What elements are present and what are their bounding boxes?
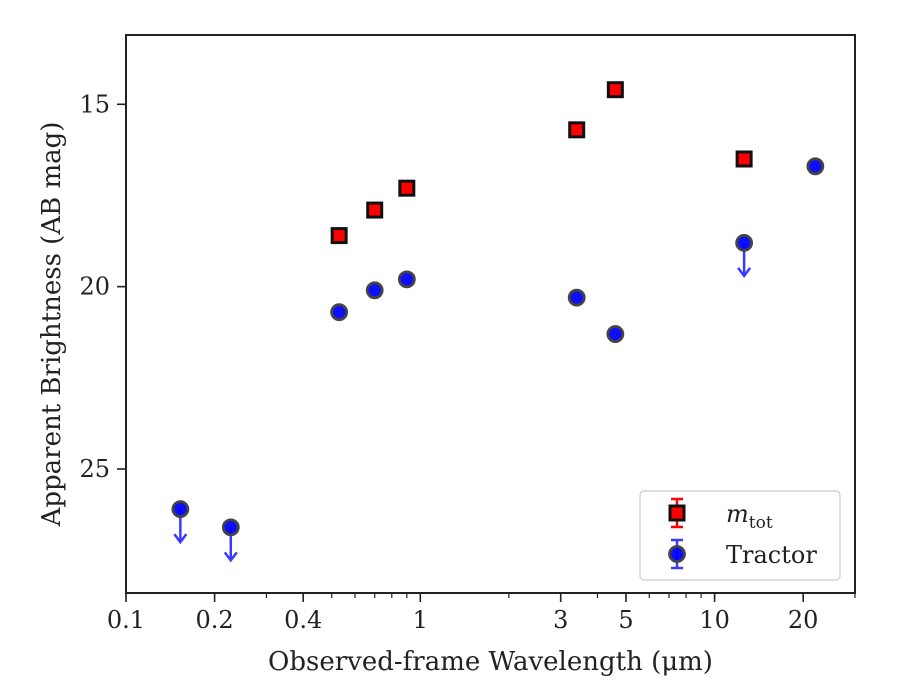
tractor-point: [397, 270, 416, 289]
tractor-point: [221, 518, 240, 537]
legend-label-mtot-subscript: tot: [749, 513, 773, 533]
legend-box: [639, 490, 841, 581]
axis-ticks: 0.1 0.2 0.4 1 3 5 10 20 15 20 25: [79, 90, 856, 634]
x-tick-label: 3: [553, 606, 568, 634]
legend-marker-square: [668, 504, 686, 522]
data-points: [171, 81, 825, 563]
tractor-point: [330, 303, 349, 322]
tractor-point: [735, 233, 754, 252]
legend-marker-circle: [668, 545, 686, 563]
mtot-point: [735, 150, 753, 168]
tractor-point: [606, 325, 625, 343]
x-tick-label: 0.1: [107, 606, 145, 634]
legend-label-mtot-main: m: [726, 500, 749, 528]
upper-limit-arrow-head: [223, 551, 238, 563]
legend: mtot Tractor: [639, 490, 841, 581]
mtot-point: [366, 201, 384, 219]
mtot-point: [398, 179, 416, 197]
x-tick-label: 0.4: [284, 606, 322, 634]
mtot-point: [330, 227, 348, 245]
upper-limit-arrow-head: [173, 533, 188, 545]
x-tick-label: 1: [413, 606, 428, 634]
x-tick-label: 20: [788, 606, 819, 634]
plot-frame: [125, 34, 856, 594]
y-tick-label: 15: [79, 90, 110, 118]
upper-limit-arrow-head: [737, 267, 752, 278]
y-axis-label: Apparent Brightness (AB mag): [37, 122, 67, 528]
tractor-point: [365, 281, 384, 300]
tractor-point: [567, 288, 586, 307]
tractor-point: [806, 157, 825, 176]
legend-symbol-tractor: [668, 538, 686, 570]
y-tick-label: 25: [79, 455, 110, 483]
mtot-point: [568, 121, 586, 139]
x-tick-label: 0.2: [196, 606, 234, 634]
x-tick-label: 10: [699, 606, 730, 634]
legend-symbol-mtot: [668, 497, 686, 529]
y-tick-label: 20: [79, 273, 110, 301]
x-tick-label: 5: [618, 606, 633, 634]
mtot-point: [606, 81, 624, 99]
legend-label-mtot: mtot: [726, 500, 773, 533]
legend-label-tractor: Tractor: [726, 541, 817, 569]
x-axis-label: Observed-frame Wavelength (μm): [268, 647, 713, 677]
tractor-point: [171, 500, 190, 519]
